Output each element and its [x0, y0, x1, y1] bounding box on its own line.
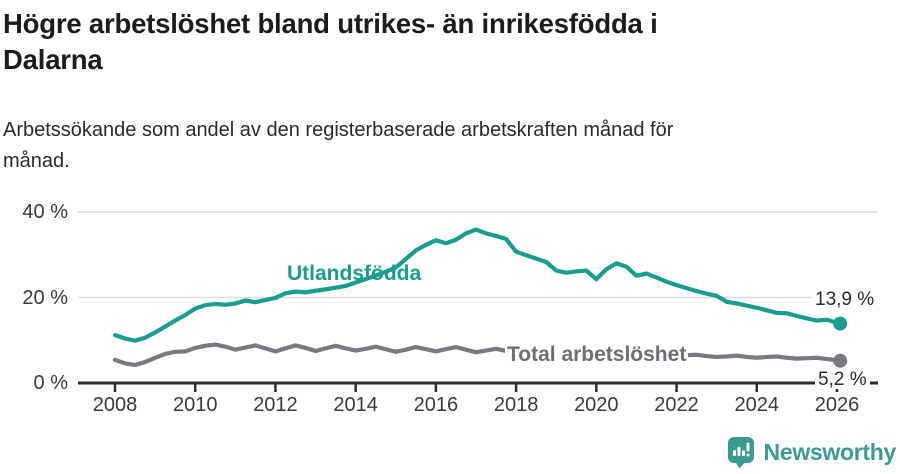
series-end-dot-1: [833, 316, 848, 331]
end-value-label-utlandsfodda: 13,9 %: [812, 290, 878, 309]
y-axis-tick-label: 40 %: [22, 201, 68, 223]
x-axis-tick-label: 2012: [253, 394, 298, 416]
x-axis-tick-label: 2022: [654, 394, 699, 416]
series-label-utlandsfodda: Utlandsfödda: [287, 262, 422, 285]
newsworthy-brand-name: Newsworthy: [763, 439, 897, 465]
x-axis-tick-label: 2018: [493, 394, 539, 416]
newsworthy-branding: Newsworthy: [726, 436, 896, 469]
series-line-0: [112, 342, 843, 368]
x-axis-tick-label: 2020: [574, 394, 619, 416]
chart-subtitle: Arbetssökande som andel av den registerb…: [3, 115, 863, 177]
x-axis-tick-label: 2024: [734, 394, 780, 416]
chart-title: Högre arbetslöshet bland utrikes- än inr…: [3, 6, 863, 78]
x-axis-tick-label: 2026: [814, 394, 860, 416]
series-label-total-arbetsloshet: Total arbetslöshet: [505, 343, 689, 367]
series-end-dot-0: [833, 353, 848, 368]
y-axis-tick-label: 20 %: [22, 286, 68, 309]
chart-subtitle-line2: månad.: [3, 150, 70, 172]
x-axis-tick-label: 2016: [413, 394, 459, 416]
chart-title-line2: Dalarna: [3, 44, 103, 75]
series-line-1: [112, 227, 843, 343]
x-axis-tick-label: 2008: [92, 394, 138, 416]
newsworthy-logo-icon: [726, 436, 756, 469]
x-axis-tick-label: 2014: [333, 394, 378, 416]
chart-title-line1: Högre arbetslöshet bland utrikes- än inr…: [3, 8, 658, 39]
y-axis-tick-label: 0 %: [33, 372, 68, 394]
x-axis-tick-label: 2010: [172, 394, 218, 416]
chart-subtitle-line1: Arbetssökande som andel av den registerb…: [3, 119, 674, 141]
end-value-label-total-arbetsloshet: 5,2 %: [815, 370, 870, 389]
